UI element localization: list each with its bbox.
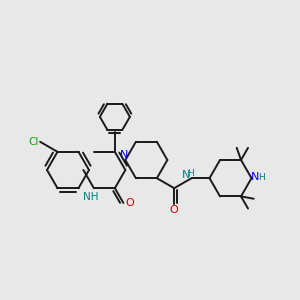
Text: NH: NH	[83, 192, 99, 202]
Text: O: O	[170, 205, 178, 215]
Text: H: H	[258, 173, 265, 182]
Text: O: O	[125, 198, 134, 208]
Text: N: N	[182, 170, 191, 180]
Text: N: N	[120, 150, 129, 160]
Text: Cl: Cl	[28, 137, 38, 147]
Text: N: N	[251, 172, 260, 182]
Text: H: H	[187, 169, 194, 178]
